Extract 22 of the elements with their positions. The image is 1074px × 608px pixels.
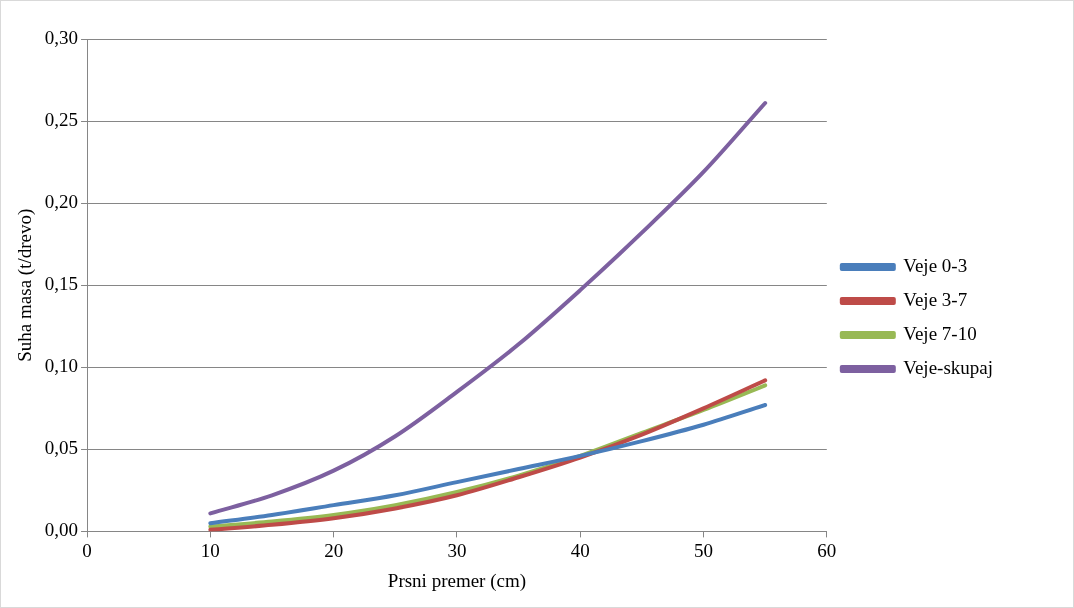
y-tick-label: 0,15 bbox=[44, 273, 79, 295]
legend-label: Veje 0-3 bbox=[903, 254, 968, 276]
legend-label: Veje 3-7 bbox=[903, 288, 968, 310]
y-tick-label: 0,25 bbox=[44, 109, 79, 131]
line-series bbox=[208, 403, 768, 526]
x-tick-label: 40 bbox=[570, 539, 590, 561]
legend-label: Veje-skupaj bbox=[903, 356, 994, 378]
y-tick-label: 0,20 bbox=[44, 191, 79, 213]
legend-label: Veje 7-10 bbox=[903, 322, 977, 344]
x-axis-title: Prsni premer (cm) bbox=[387, 569, 527, 592]
y-tick-label: 0,00 bbox=[44, 519, 79, 541]
y-tick-label: 0,30 bbox=[44, 26, 79, 48]
line-series bbox=[208, 101, 768, 516]
x-tick-label: 60 bbox=[817, 539, 837, 561]
x-tick-label: 30 bbox=[447, 539, 467, 561]
x-tick-label: 20 bbox=[324, 539, 344, 561]
x-tick-label: 0 bbox=[82, 539, 92, 561]
x-tick-label: 10 bbox=[200, 539, 220, 561]
y-tick-label: 0,05 bbox=[44, 437, 79, 459]
x-tick-label: 50 bbox=[694, 539, 714, 561]
y-axis-title: Suha masa (t/drevo) bbox=[14, 208, 37, 362]
y-tick-label: 0,10 bbox=[44, 355, 79, 377]
